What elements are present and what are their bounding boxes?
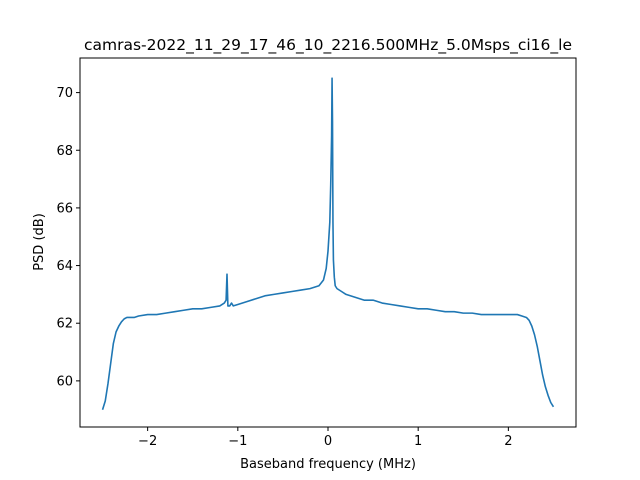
chart-title: camras-2022_11_29_17_46_10_2216.500MHz_5… [84, 36, 572, 55]
x-tick-label: 0 [324, 434, 332, 449]
x-axis: −2 −1 0 1 2 [138, 427, 513, 449]
y-axis: 60 62 64 66 68 70 [56, 86, 80, 389]
y-tick-label: 66 [56, 201, 73, 216]
y-tick-label: 68 [56, 144, 73, 159]
x-tick-label: −1 [228, 434, 247, 449]
psd-series-line [101, 77, 555, 410]
y-axis-label: PSD (dB) [32, 213, 47, 271]
x-tick-label: 1 [414, 434, 422, 449]
y-tick-label: 64 [56, 259, 73, 274]
y-tick-label: 62 [56, 317, 73, 332]
y-tick-label: 60 [56, 374, 73, 389]
plot-frame [79, 57, 577, 428]
x-axis-label: Baseband frequency (MHz) [240, 457, 416, 472]
y-tick-label: 70 [56, 86, 73, 101]
x-tick-label: 2 [504, 434, 512, 449]
x-tick-label: −2 [138, 434, 157, 449]
series-layer [101, 77, 555, 410]
